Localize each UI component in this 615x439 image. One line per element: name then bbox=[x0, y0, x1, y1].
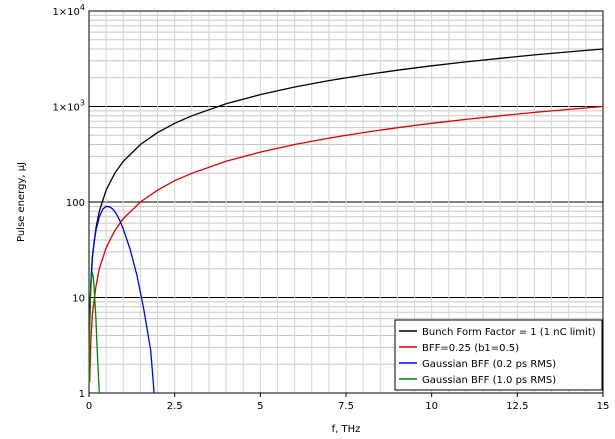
series-line-4 bbox=[88, 270, 100, 394]
y-tick-label: 1 bbox=[79, 389, 85, 400]
x-tick-label: 5 bbox=[257, 401, 263, 412]
y-tick-label: 1×103 bbox=[52, 99, 85, 114]
x-tick-label: 12.5 bbox=[506, 401, 528, 412]
y-tick-label: 1×104 bbox=[52, 3, 85, 18]
y-axis: 1 10 100 1×103 1×104 bbox=[52, 3, 85, 400]
x-tick-label: 15 bbox=[597, 401, 610, 412]
series-line-1 bbox=[89, 48, 604, 327]
x-axis: 0 2.5 5 7.5 10 12.5 15 bbox=[86, 393, 610, 412]
x-tick-label: 2.5 bbox=[167, 401, 183, 412]
series-line-3 bbox=[90, 205, 155, 394]
x-axis-label: f, THz bbox=[332, 424, 361, 435]
x-tick-label: 7.5 bbox=[338, 401, 354, 412]
legend-box bbox=[394, 319, 603, 391]
y-tick-label: 100 bbox=[66, 198, 85, 209]
legend-entry: BFF=0.25 (b1=0.5) bbox=[422, 343, 519, 354]
legend: Bunch Form Factor = 1 (1 nC limit) BFF=0.… bbox=[394, 319, 603, 391]
legend-entry: Gaussian BFF (0.2 ps RMS) bbox=[422, 359, 556, 370]
series-line-2 bbox=[89, 105, 604, 383]
legend-entry: Bunch Form Factor = 1 (1 nC limit) bbox=[422, 327, 596, 338]
series-layer bbox=[88, 48, 604, 394]
y-axis-label: Pulse energy, µJ bbox=[16, 162, 27, 242]
y-tick-label: 10 bbox=[72, 294, 85, 305]
x-tick-label: 10 bbox=[425, 401, 438, 412]
legend-entry: Gaussian BFF (1.0 ps RMS) bbox=[422, 375, 556, 386]
x-tick-label: 0 bbox=[86, 401, 92, 412]
